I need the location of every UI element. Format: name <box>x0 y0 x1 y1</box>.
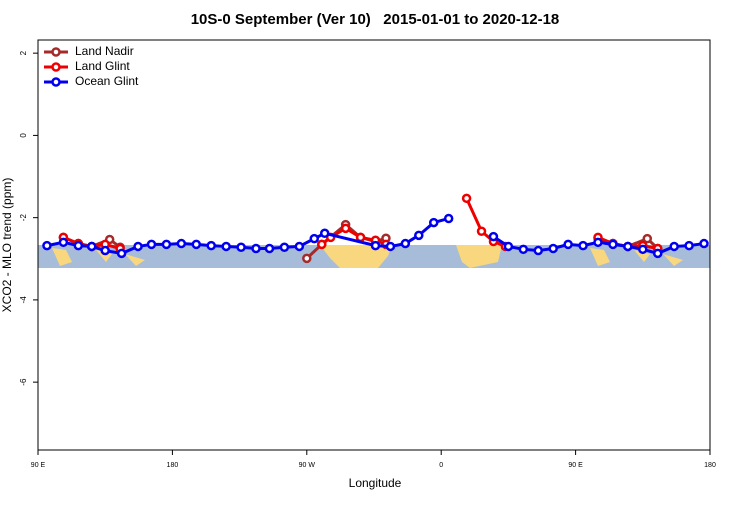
data-point <box>669 241 679 252</box>
data-point <box>548 243 558 254</box>
data-point <box>563 239 573 250</box>
legend-marker <box>51 62 61 72</box>
data-point <box>428 217 439 228</box>
data-point <box>319 228 330 239</box>
data-point <box>294 241 305 252</box>
data-point <box>414 230 424 241</box>
data-point <box>279 242 290 253</box>
data-point <box>578 240 588 251</box>
data-point <box>236 242 246 253</box>
x-tick-label: 180 <box>704 462 716 469</box>
data-point <box>638 244 648 255</box>
data-point <box>264 243 275 254</box>
y-tick-label: -2 <box>19 214 28 222</box>
data-point <box>161 239 172 250</box>
legend-label: Land Nadir <box>75 44 134 58</box>
y-tick-label: -4 <box>19 296 28 304</box>
x-tick-label: 90 E <box>31 462 46 469</box>
y-tick-label: -6 <box>19 378 28 386</box>
x-tick-label: 90 E <box>568 462 583 469</box>
data-point <box>443 213 454 224</box>
data-point <box>221 241 231 252</box>
data-point <box>488 231 499 242</box>
data-point <box>533 245 544 256</box>
land <box>456 245 502 268</box>
data-point <box>652 248 663 259</box>
land <box>52 248 145 266</box>
chart-title: 10S-0 September (Ver 10) 2015-01-01 to 2… <box>191 11 560 28</box>
data-point <box>73 240 84 251</box>
data-point <box>684 240 694 251</box>
y-tick-label: 2 <box>19 50 28 55</box>
data-point <box>116 248 127 259</box>
data-point <box>42 240 52 251</box>
data-point <box>623 241 633 252</box>
data-point <box>503 241 514 252</box>
data-point <box>309 233 320 244</box>
data-point <box>302 253 312 264</box>
data-point <box>608 239 618 250</box>
data-point <box>191 239 202 250</box>
data-point <box>355 232 366 243</box>
y-axis-label: XCO2 - MLO trend (ppm) <box>0 178 14 313</box>
x-axis-label: Longitude <box>349 476 402 490</box>
data-point <box>206 240 216 251</box>
data-point <box>133 241 143 252</box>
data-point <box>87 241 97 252</box>
x-tick-label: 180 <box>167 462 179 469</box>
y-tick-label: 0 <box>19 133 28 138</box>
x-tick-label: 90 W <box>299 462 316 469</box>
plot-frame <box>37 39 711 451</box>
legend-marker <box>51 47 61 57</box>
data-point <box>518 244 529 255</box>
data-point <box>340 223 351 234</box>
data-point <box>385 241 396 252</box>
data-point <box>593 237 603 248</box>
data-point <box>100 245 110 256</box>
data-point <box>146 239 157 250</box>
data-point <box>58 237 69 248</box>
land <box>320 245 392 268</box>
data-point <box>400 238 411 249</box>
legend-marker <box>51 77 61 87</box>
data-point <box>176 238 187 249</box>
data-point <box>476 226 487 236</box>
data-point <box>370 240 381 251</box>
data-point <box>251 243 261 254</box>
x-tick-label: 0 <box>439 462 443 469</box>
legend-label: Land Glint <box>75 59 130 73</box>
data-point <box>699 238 709 249</box>
data-point <box>461 193 472 204</box>
data-point <box>642 233 653 244</box>
data-point <box>316 239 327 250</box>
land <box>590 248 683 266</box>
legend-label: Ocean Glint <box>75 74 139 88</box>
